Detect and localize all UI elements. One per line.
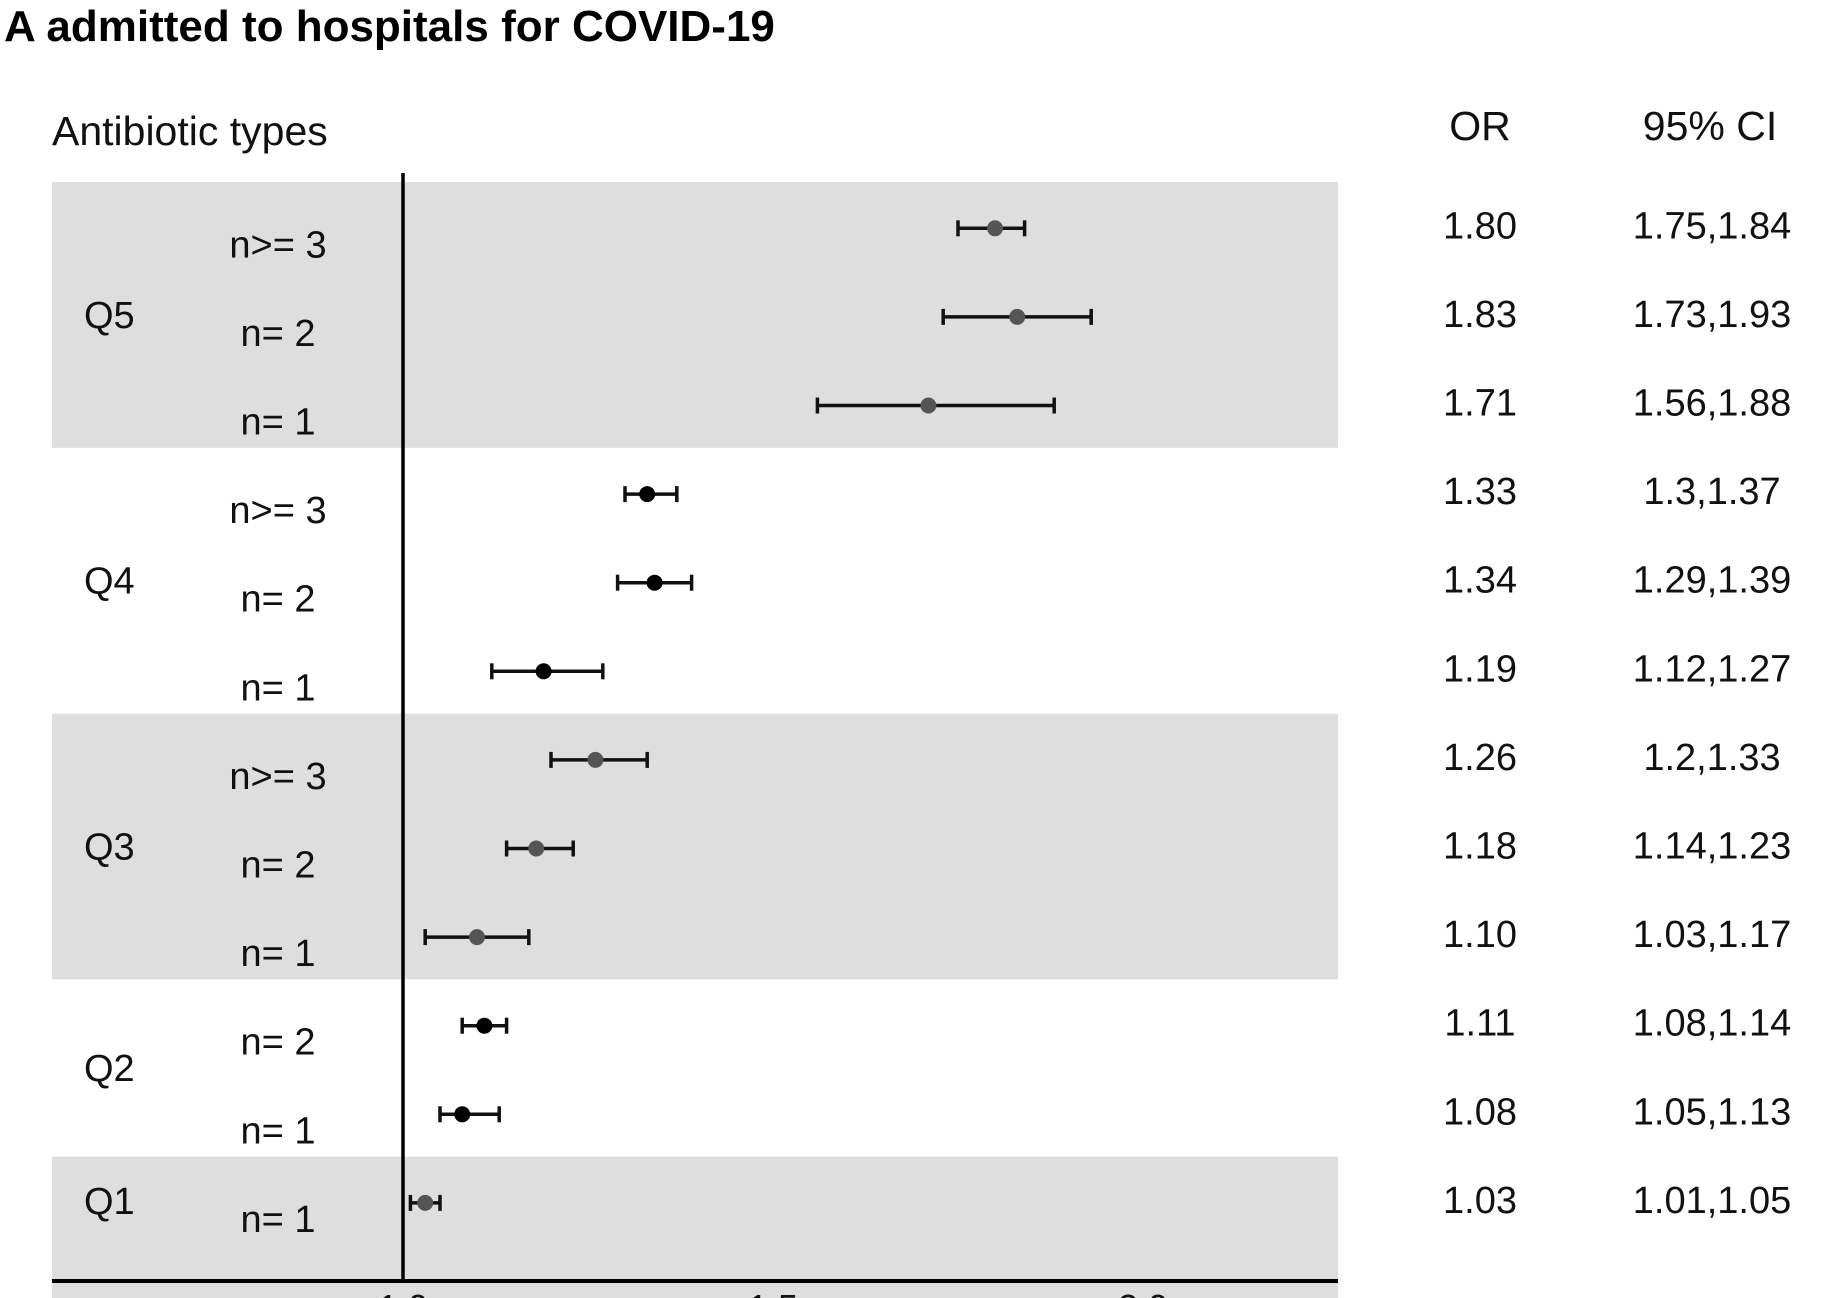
group-label-q4: Q4: [84, 561, 135, 603]
ci-value: 1.03,1.17: [1633, 914, 1791, 956]
x-tick-label: 2.0: [1118, 1287, 1168, 1298]
ci-value: 1.2,1.33: [1643, 737, 1780, 779]
or-value: 1.33: [1443, 471, 1517, 513]
ci-value: 1.56,1.88: [1633, 383, 1791, 425]
or-value: 1.71: [1443, 383, 1517, 425]
or-point: [639, 486, 656, 503]
or-point: [417, 1194, 434, 1211]
chart-title: A admitted to hospitals for COVID-19: [4, 2, 775, 51]
row-label: n= 1: [240, 1199, 315, 1241]
or-value: 1.83: [1443, 294, 1517, 336]
or-value: 1.26: [1443, 737, 1517, 779]
ci-value: 1.08,1.14: [1633, 1003, 1791, 1045]
ci-value: 1.12,1.27: [1633, 648, 1791, 690]
ci-value: 1.05,1.13: [1633, 1091, 1791, 1133]
group-label-q3: Q3: [84, 827, 135, 869]
or-point: [454, 1106, 471, 1123]
or-point: [646, 574, 663, 591]
band-layer: [52, 182, 1338, 1298]
label-layer: Q5 n>= 3 1.80 1.75,1.84 n= 2 1.83 1.73,1.93 n= …: [84, 205, 1791, 1241]
or-point: [920, 397, 937, 414]
group-label-q1: Q1: [84, 1181, 135, 1223]
band-q1: [52, 1156, 1338, 1298]
ci-value: 1.29,1.39: [1633, 560, 1791, 602]
row-label: n= 1: [240, 667, 315, 709]
or-point: [476, 1017, 493, 1034]
row-label: n>= 3: [229, 224, 326, 266]
row-header: Antibiotic types: [52, 108, 328, 154]
row-label: n= 1: [240, 402, 315, 444]
ci-value: 1.75,1.84: [1633, 205, 1791, 247]
group-label-q2: Q2: [84, 1048, 135, 1090]
or-value: 1.19: [1443, 648, 1517, 690]
or-value: 1.34: [1443, 560, 1517, 602]
row-label: n= 1: [240, 933, 315, 975]
ci-value: 1.73,1.93: [1633, 294, 1791, 336]
row-label: n= 2: [240, 845, 315, 887]
or-value: 1.18: [1443, 826, 1517, 868]
or-point: [469, 929, 485, 946]
or-value: 1.11: [1444, 1003, 1515, 1045]
row-label: n>= 3: [229, 756, 326, 798]
or-point: [587, 751, 604, 768]
or-point: [535, 663, 552, 680]
row-label: n= 2: [240, 579, 315, 621]
or-value: 1.10: [1443, 914, 1517, 956]
or-value: 1.08: [1443, 1091, 1517, 1133]
or-column-header: OR: [1449, 103, 1511, 149]
ci-value: 1.3,1.37: [1643, 471, 1780, 513]
x-tick-label: 1.5: [748, 1287, 798, 1298]
ci-value: 1.14,1.23: [1633, 826, 1791, 868]
group-label-q5: Q5: [84, 295, 135, 337]
or-point: [528, 840, 545, 857]
marks-layer: [408, 220, 1093, 1211]
or-value: 1.80: [1443, 205, 1517, 247]
row-label: n= 1: [240, 1110, 315, 1152]
band-q5: [52, 182, 1338, 448]
x-tick-label: 1.0: [378, 1287, 428, 1298]
row-label: n= 2: [240, 1022, 315, 1064]
band-q3: [52, 713, 1338, 980]
ci-value: 1.01,1.05: [1633, 1180, 1791, 1222]
or-value: 1.03: [1443, 1180, 1517, 1222]
x-axis: 1.0 1.5 2.0: [52, 1279, 1338, 1298]
or-point: [987, 220, 1003, 237]
or-point: [1009, 308, 1026, 325]
ci-column-header: 95% CI: [1643, 103, 1777, 149]
row-label: n= 2: [240, 313, 315, 355]
row-label: n>= 3: [229, 490, 326, 532]
